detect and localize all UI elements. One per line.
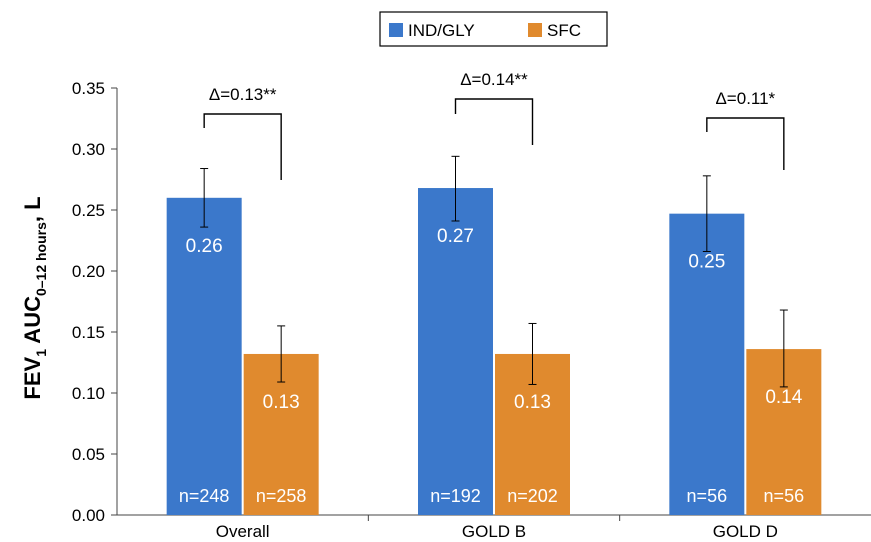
bar-value-label: 0.14 [765,387,802,408]
y-tick-label: 0.35 [72,79,105,98]
bar-value-label: 0.27 [437,226,474,247]
y-tick-label: 0.10 [72,384,105,403]
legend-swatch-series-0 [389,23,403,37]
y-tick-label: 0.15 [72,323,105,342]
y-tick-label: 0.00 [72,506,105,525]
bar-value-label: 0.13 [263,392,300,413]
y-tick-label: 0.20 [72,262,105,281]
legend-label-series-1: SFC [547,21,581,40]
legend-swatch-series-1 [528,23,542,37]
bar-value-label: 0.13 [514,392,551,413]
bar-value-label: 0.25 [688,252,725,273]
bar-n-label: n=248 [179,486,230,506]
y-tick-label: 0.05 [72,445,105,464]
significance-bracket [454,98,534,145]
x-category-label: GOLD D [713,522,778,541]
legend-box [379,11,608,47]
delta-annotation: Δ=0.13** [209,85,277,104]
delta-annotation: Δ=0.11* [715,89,775,108]
axes: 0.00 0.05 0.10 0.15 0.20 0.25 0.30 0.35 Overall G… [72,79,871,541]
bar-n-label: n=258 [256,486,307,506]
bar-ind-gly [418,188,493,516]
bar-value-label: 0.26 [186,236,223,257]
bar-ind-gly [669,213,745,515]
legend: IND/GLY SFC [379,11,608,47]
legend-label-series-0: IND/GLY [408,21,475,40]
bars [166,155,822,516]
bar-ind-gly [166,197,242,516]
y-tick-label: 0.30 [72,140,105,159]
y-axis-label: FEV1 AUC0–12 hours, L [20,196,49,399]
bar-n-label: n=202 [507,486,558,506]
x-category-label: GOLD B [462,522,526,541]
bar-n-label: n=192 [430,486,481,506]
bar-n-label: n=56 [764,486,805,506]
significance-bracket [706,117,785,170]
delta-annotation: Δ=0.14** [460,70,528,89]
significance-annotations: Δ=0.13** Δ=0.14** Δ=0.11* [203,70,785,180]
x-category-label: Overall [216,522,270,541]
significance-bracket [203,113,282,180]
bar-n-label: n=56 [687,486,728,506]
bar-labels: 0.26 n=248 0.13 n=258 0.27 n=192 0.13 n=202 0.25… [179,226,804,506]
y-tick-label: 0.25 [72,201,105,220]
